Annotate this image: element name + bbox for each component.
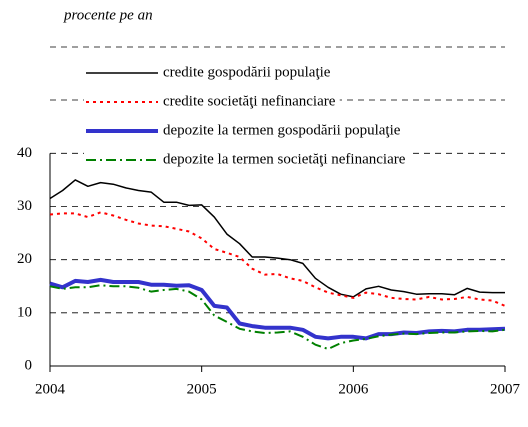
- y-tick-label: 20: [17, 251, 32, 267]
- y-tick-label: 0: [25, 357, 33, 373]
- x-tick-label: 2004: [35, 381, 66, 397]
- x-tick-label: 2005: [187, 381, 217, 397]
- series-line: [49, 211, 506, 307]
- series-line: [49, 284, 506, 350]
- y-tick-label: 10: [17, 304, 32, 320]
- legend-label: credite societăţi nefinanciare: [163, 93, 336, 109]
- legend-label: depozite la termen gospodării populaţie: [163, 122, 401, 138]
- series-line: [49, 277, 506, 341]
- y-tick-label: 30: [17, 198, 32, 214]
- legend-label: depozite la termen societăţi nefinanciar…: [163, 151, 406, 167]
- series-line: [49, 179, 505, 298]
- legend-label: credite gospodării populaţie: [163, 64, 331, 80]
- legend-bg: [84, 121, 405, 141]
- y-tick-label: 40: [17, 145, 32, 161]
- x-tick-label: 2007: [490, 381, 521, 397]
- legend-bg: [84, 63, 335, 83]
- legend-bg: [84, 92, 340, 112]
- subtitle: procente pe an: [63, 7, 153, 23]
- legend-bg: [84, 150, 410, 170]
- x-tick-label: 2006: [338, 381, 369, 397]
